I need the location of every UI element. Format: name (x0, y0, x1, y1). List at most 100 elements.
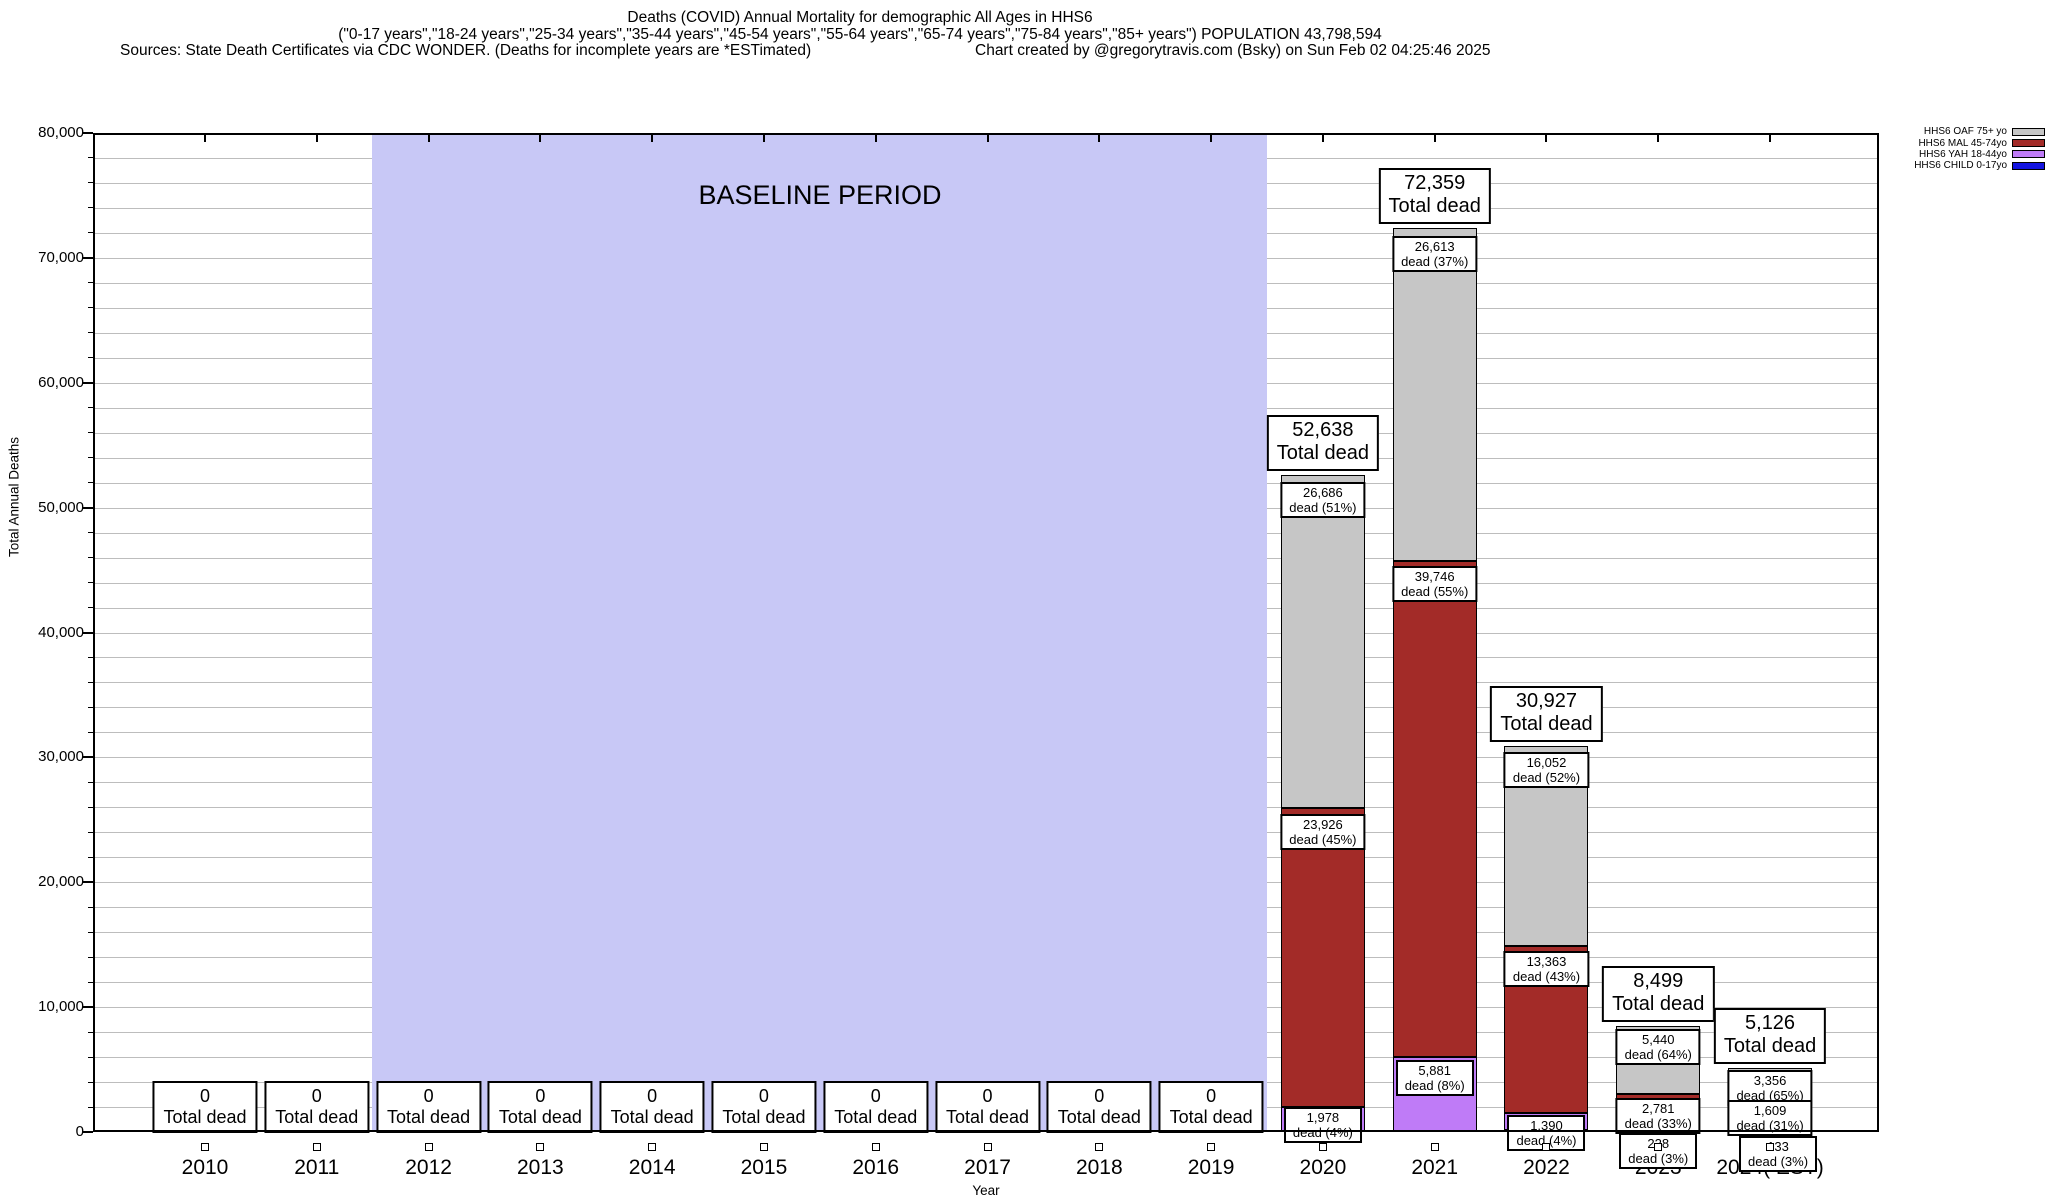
bar-2021-mal-label: 39,746 dead (55%) (1392, 566, 1478, 602)
x-tick-2022: 2022 (1523, 1156, 1570, 1179)
year-marker-2011 (312, 1143, 321, 1151)
year-marker-2020 (1318, 1143, 1327, 1151)
segment-pct: dead (31%) (1736, 1118, 1804, 1133)
zero-total-value: 0 (870, 1086, 881, 1106)
y-minor-tick-58000 (88, 407, 93, 409)
y-minor-tick-54000 (88, 457, 93, 459)
segment-pct: dead (52%) (1512, 770, 1581, 785)
year-marker-2024( EST) (1766, 1143, 1775, 1151)
year-marker-2016 (871, 1143, 880, 1151)
bar-2021-oaf (1392, 228, 1477, 561)
zero-total-value: 0 (199, 1086, 211, 1106)
legend-label: HHS6 OAF 75+ yo (1923, 126, 2007, 138)
total-caption: Total dead (1500, 712, 1593, 735)
segment-value: 39,746 (1414, 569, 1455, 584)
segment-pct: dead (3%) (1748, 1154, 1809, 1169)
y-minor-tick-76000 (88, 182, 93, 184)
legend-swatch (2012, 150, 2045, 159)
x-tick-2014: 2014 (628, 1156, 676, 1179)
x-top-tick-2014 (651, 135, 654, 142)
zero-total-value: 0 (647, 1086, 658, 1106)
segment-pct: dead (4%) (1292, 1125, 1353, 1140)
x-tick-2015: 2015 (740, 1156, 788, 1179)
total-label-2023: 8,499 Total dead (1602, 965, 1715, 1022)
y-minor-tick-4000 (88, 1081, 93, 1083)
y-minor-tick-36000 (88, 681, 93, 683)
y-minor-tick-42000 (88, 607, 93, 609)
y-tick-80000 (83, 132, 93, 134)
zero-total-label-2014: 0 Total dead (599, 1081, 705, 1133)
x-top-tick-2013 (539, 135, 542, 142)
bar-2022-mal-label: 13,363 dead (43%) (1503, 951, 1590, 987)
chart-title: Deaths (COVID) Annual Mortality for demo… (627, 9, 1093, 26)
total-value: 52,638 (1292, 418, 1354, 441)
baseline-period-label: BASELINE PERIOD (698, 180, 942, 210)
x-top-tick-2016 (874, 135, 877, 142)
x-top-tick-2011 (315, 135, 318, 142)
chart-subtitle: ("0-17 years","18-24 years","25-34 years… (338, 26, 1382, 43)
x-top-tick-2018 (1098, 135, 1101, 142)
y-minor-tick-62000 (88, 357, 93, 359)
y-minor-tick-74000 (88, 207, 93, 209)
bar-2020-yah-label: 1,978 dead (4%) (1283, 1107, 1362, 1143)
total-label-2021: 72,359 Total dead (1378, 168, 1491, 225)
x-top-tick-2021 (1433, 135, 1436, 142)
segment-pct: dead (45%) (1289, 832, 1357, 847)
y-tick-30000 (83, 756, 93, 759)
x-top-tick-2024( EST) (1769, 135, 1772, 142)
segment-pct: dead (55%) (1401, 584, 1469, 599)
zero-total-caption: Total dead (834, 1107, 918, 1127)
bar-2023-oaf-label: 5,440 dead (64%) (1615, 1029, 1701, 1065)
legend-row: HHS6 YAH 18-44yo (1914, 149, 2045, 160)
segment-value: 26,613 (1414, 239, 1455, 254)
segment-value: 133 (1767, 1139, 1789, 1154)
x-tick-2021: 2021 (1411, 1156, 1459, 1179)
total-caption: Total dead (1388, 195, 1481, 218)
zero-total-value: 0 (535, 1086, 546, 1106)
y-minor-tick-78000 (88, 157, 93, 159)
segment-pct: dead (65%) (1736, 1088, 1804, 1103)
total-label-2022: 30,927 Total dead (1490, 685, 1603, 742)
y-minor-tick-38000 (88, 656, 93, 658)
y-tick-label-70000: 70,000 (38, 248, 84, 266)
year-marker-2015 (759, 1143, 768, 1151)
x-top-tick-2015 (762, 135, 765, 142)
year-marker-2023 (1654, 1143, 1663, 1151)
segment-value: 1,609 (1753, 1103, 1787, 1118)
segment-pct: dead (43%) (1512, 969, 1581, 984)
total-label-2024( EST): 5,126 Total dead (1713, 1007, 1827, 1064)
year-marker-2013 (536, 1143, 545, 1151)
year-marker-2012 (424, 1143, 433, 1151)
y-minor-tick-16000 (88, 931, 93, 933)
bar-2020-mal (1280, 807, 1365, 1107)
x-tick-2011: 2011 (294, 1156, 340, 1179)
y-tick-label-30000: 30,000 (38, 748, 84, 766)
y-minor-tick-72000 (88, 232, 93, 234)
total-value: 8,499 (1633, 969, 1684, 992)
zero-total-caption: Total dead (945, 1107, 1030, 1127)
legend-label: HHS6 MAL 45-74yo (1918, 137, 2007, 149)
y-minor-tick-46000 (88, 557, 93, 559)
zero-total-value: 0 (982, 1086, 993, 1106)
y-tick-label-60000: 60,000 (38, 373, 84, 391)
x-top-tick-2010 (204, 135, 206, 142)
x-tick-2010: 2010 (181, 1156, 229, 1179)
segment-value: 1,390 (1530, 1118, 1563, 1133)
segment-pct: dead (4%) (1516, 1133, 1577, 1148)
bar-2021-mal (1392, 560, 1477, 1058)
y-minor-tick-66000 (88, 307, 93, 309)
bar-2023-mal-label: 2,781 dead (33%) (1615, 1098, 1701, 1134)
zero-total-caption: Total dead (387, 1107, 471, 1127)
total-caption: Total dead (1276, 441, 1370, 464)
bar-2022-oaf-label: 16,052 dead (52%) (1503, 752, 1590, 788)
year-marker-2022 (1542, 1143, 1551, 1151)
zero-total-value: 0 (758, 1086, 769, 1106)
y-minor-tick-2000 (88, 1106, 93, 1108)
legend-label: HHS6 CHILD 0-17yo (1914, 160, 2007, 172)
x-tick-2012: 2012 (405, 1156, 452, 1179)
total-value: 72,359 (1404, 172, 1466, 195)
segment-value: 16,052 (1526, 755, 1567, 770)
year-marker-2019 (1207, 1143, 1216, 1151)
zero-total-label-2015: 0 Total dead (711, 1081, 817, 1133)
